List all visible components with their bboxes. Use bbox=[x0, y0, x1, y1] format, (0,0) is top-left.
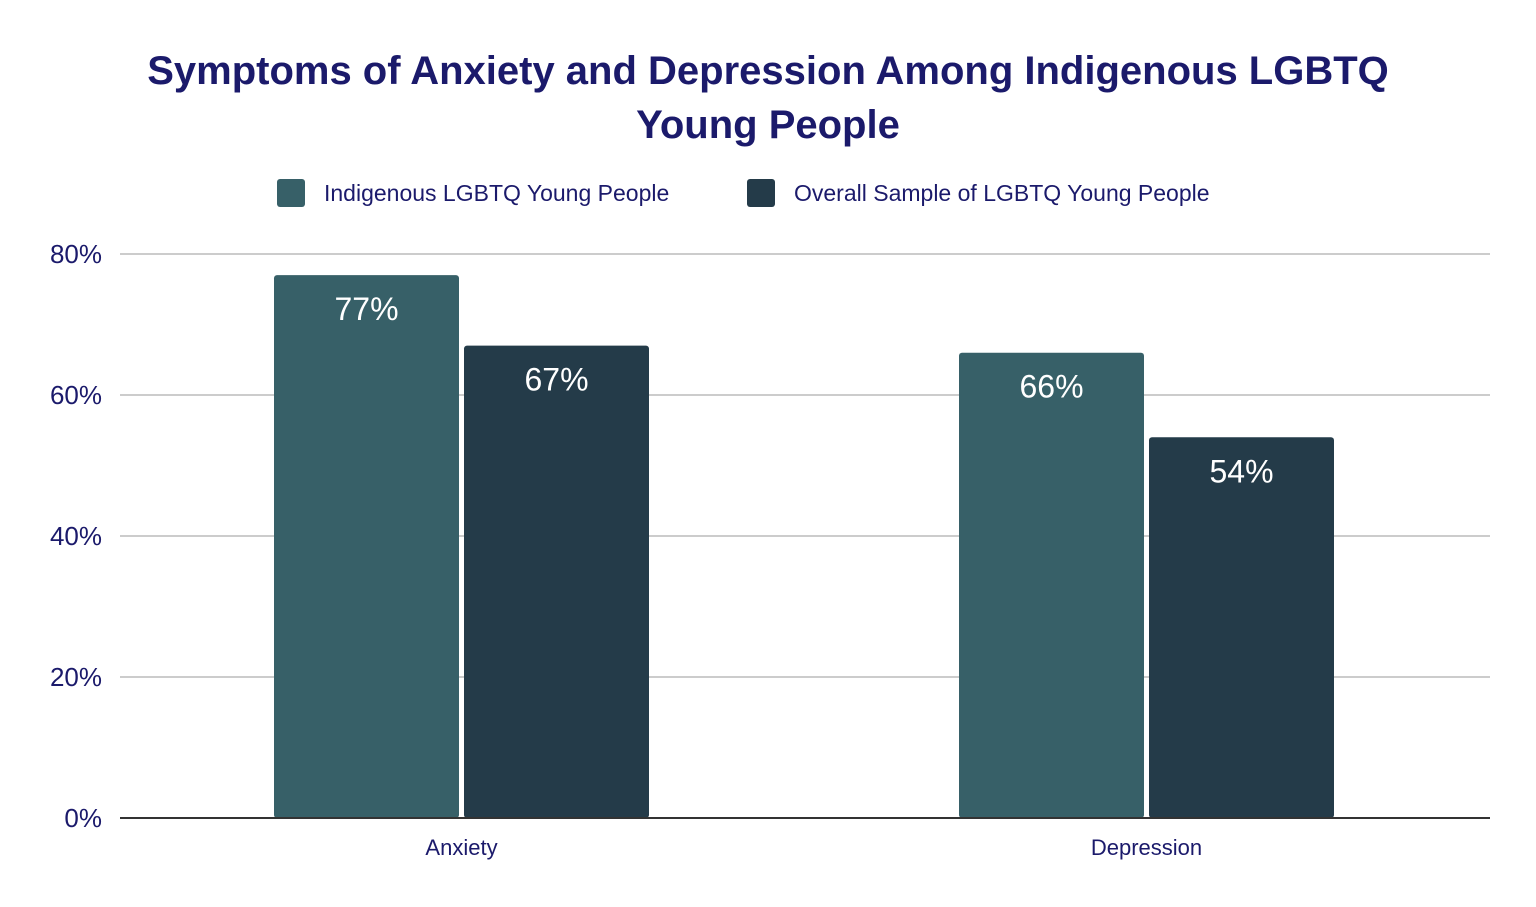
y-tick-label: 80% bbox=[50, 239, 102, 269]
x-tick-label: Depression bbox=[1091, 835, 1202, 860]
legend-label: Indigenous LGBTQ Young People bbox=[324, 180, 669, 206]
y-tick-label: 20% bbox=[50, 662, 102, 692]
legend-swatch bbox=[277, 179, 305, 207]
chart-title: Symptoms of Anxiety and Depression Among… bbox=[0, 44, 1536, 152]
chart-title-line-1: Symptoms of Anxiety and Depression Among… bbox=[147, 49, 1389, 93]
chart-title-line-2: Young People bbox=[636, 103, 900, 147]
data-label: 77% bbox=[334, 291, 398, 327]
bar bbox=[959, 352, 1144, 818]
legend-label: Overall Sample of LGBTQ Young People bbox=[794, 180, 1210, 206]
y-tick-label: 60% bbox=[50, 380, 102, 410]
bar bbox=[274, 275, 459, 818]
y-tick-label: 40% bbox=[50, 521, 102, 551]
legend-swatch bbox=[747, 179, 775, 207]
bar bbox=[1149, 437, 1334, 818]
data-label: 54% bbox=[1209, 453, 1273, 489]
data-label: 67% bbox=[524, 362, 588, 398]
x-tick-label: Anxiety bbox=[425, 835, 497, 860]
bar bbox=[464, 345, 649, 818]
y-tick-label: 0% bbox=[64, 803, 102, 833]
data-label: 66% bbox=[1019, 369, 1083, 405]
